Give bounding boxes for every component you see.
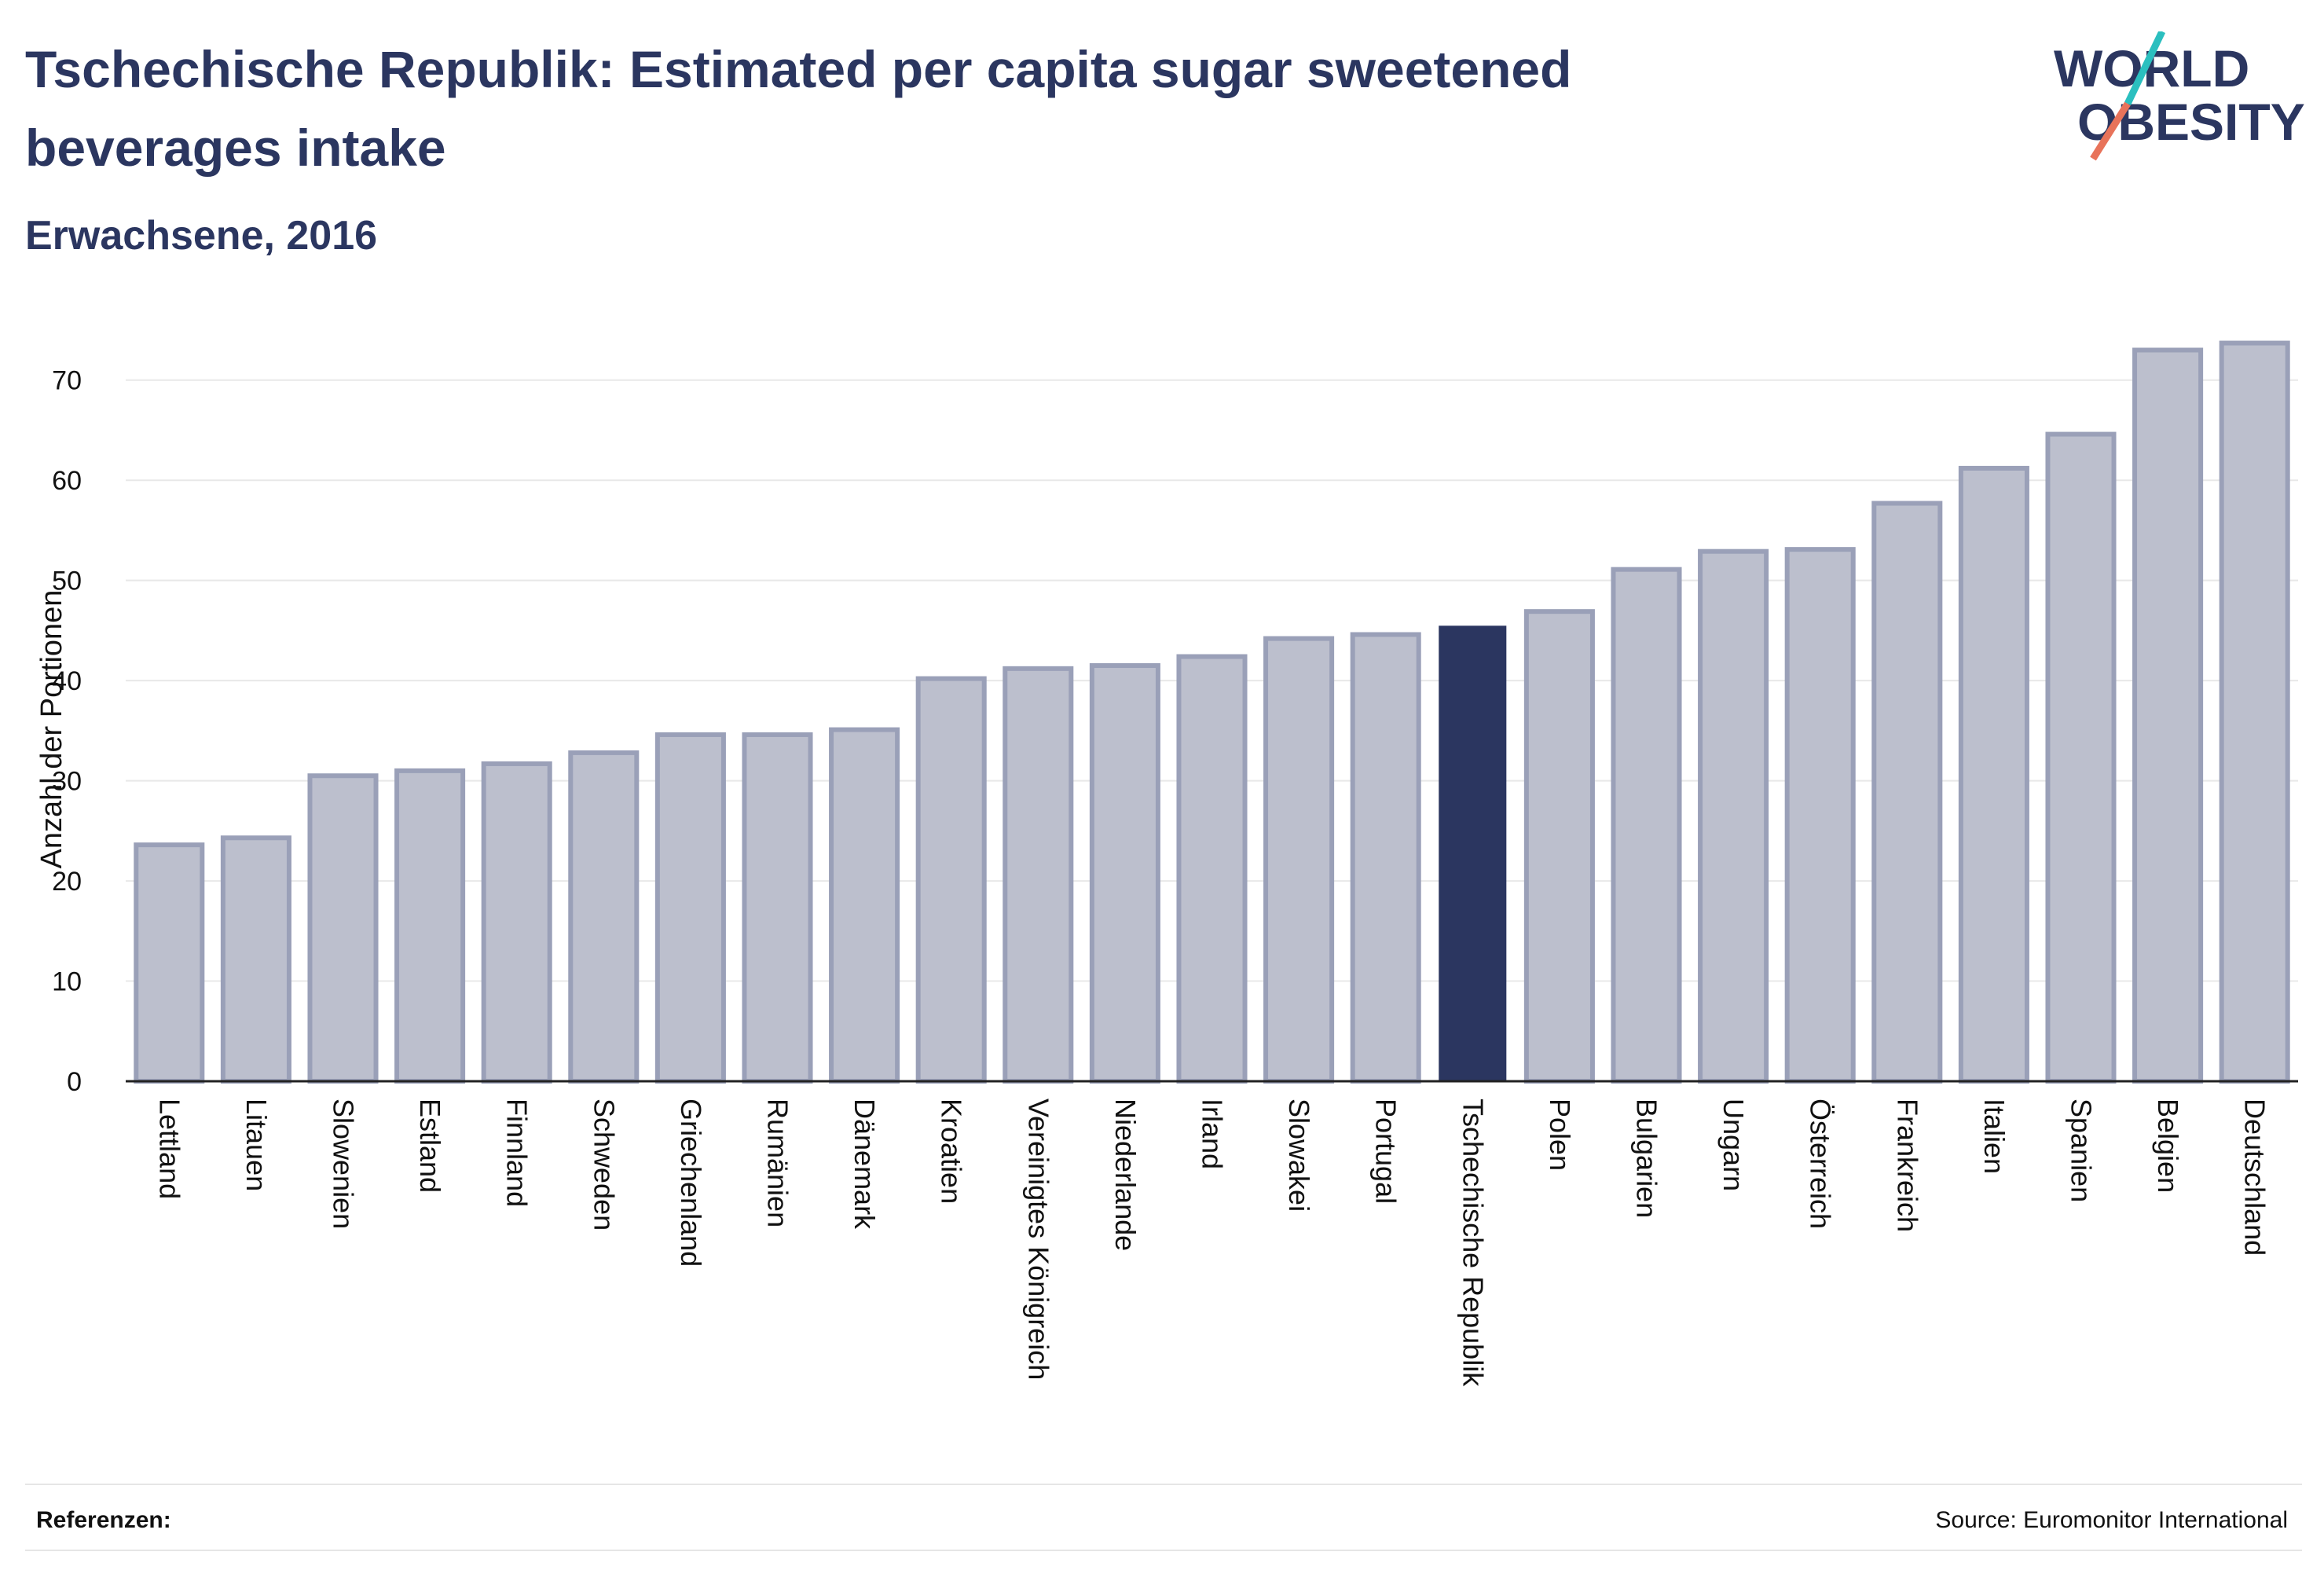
bar — [1089, 663, 1160, 1084]
x-tick-label: Spanien — [2066, 1099, 2098, 1202]
bar — [2219, 340, 2290, 1084]
x-tick-label: Ungarn — [1717, 1099, 1750, 1191]
x-tick-label: Schweden — [588, 1099, 620, 1231]
y-tick-label: 30 — [52, 767, 82, 797]
bar — [1350, 632, 1421, 1084]
bar — [1871, 501, 1943, 1084]
chart-title: Tschechische Republik: Estimated per cap… — [25, 40, 1572, 177]
bar — [1176, 654, 1248, 1084]
y-tick-label: 60 — [52, 466, 82, 496]
x-tick-label: Kroatien — [936, 1099, 968, 1204]
y-tick-label: 40 — [52, 666, 82, 696]
bar — [1958, 465, 2029, 1084]
footer-divider-bottom — [25, 1550, 2302, 1551]
x-tick-label: Dänemark — [849, 1099, 881, 1230]
y-tick-label: 10 — [52, 967, 82, 997]
bar — [1698, 548, 1769, 1084]
y-tick-label: 20 — [52, 867, 82, 897]
bar — [2132, 347, 2204, 1084]
bar — [1263, 636, 1335, 1084]
bar — [568, 750, 640, 1084]
x-tick-label: Griechenland — [675, 1099, 707, 1267]
footer-references: Referenzen: — [36, 1507, 171, 1533]
y-tick-label: 0 — [67, 1067, 82, 1097]
x-tick-label: Deutschland — [2239, 1099, 2271, 1256]
footer-divider-top — [25, 1484, 2302, 1485]
logo-slash-coral — [2090, 101, 2131, 161]
x-tick-label: Vereinigtes Königreich — [1022, 1099, 1054, 1380]
bar — [654, 732, 726, 1084]
x-tick-label: Italien — [1978, 1099, 2011, 1174]
x-tick-label: Österreich — [1805, 1099, 1837, 1229]
x-tick-label: Estland — [414, 1099, 446, 1193]
x-tick-label: Tschechische Republik — [1457, 1099, 1489, 1387]
x-tick-label: Niederlande — [1109, 1099, 1142, 1251]
chart-subtitle: Erwachsene, 2016 — [25, 213, 378, 259]
x-tick-label: Slowakei — [1283, 1099, 1315, 1212]
x-tick-label: Portugal — [1370, 1099, 1402, 1204]
bar — [394, 768, 466, 1084]
x-tick-label: Litauen — [240, 1099, 273, 1191]
x-tick-label: Irland — [1197, 1099, 1229, 1169]
bar-highlighted — [1439, 625, 1507, 1082]
bar — [1523, 609, 1595, 1084]
x-tick-label: Polen — [1544, 1099, 1576, 1171]
bar — [1611, 567, 1682, 1084]
bar — [742, 732, 813, 1084]
bar — [220, 835, 291, 1084]
x-tick-label: Slowenien — [328, 1099, 360, 1229]
bar — [1003, 666, 1074, 1084]
x-tick-label: Rumänien — [762, 1099, 794, 1227]
bar — [829, 727, 900, 1084]
x-tick-label: Frankreich — [1891, 1099, 1923, 1232]
bar — [1784, 547, 1856, 1084]
bar — [2045, 431, 2117, 1084]
logo-slash-teal — [2124, 31, 2166, 105]
x-tick-label: Lettland — [153, 1099, 185, 1199]
x-tick-label: Belgien — [2152, 1099, 2184, 1193]
bar — [481, 761, 552, 1084]
y-tick-label: 50 — [52, 567, 82, 596]
y-tick-label: 70 — [52, 366, 82, 396]
world-obesity-logo: WORLD OBESITY — [2054, 31, 2305, 161]
y-axis-title: Anzahl der Portionen — [35, 590, 68, 869]
x-tick-label: Bulgarien — [1631, 1099, 1663, 1218]
x-tick-label: Finnland — [501, 1099, 533, 1207]
bar — [307, 773, 379, 1084]
bar — [134, 842, 205, 1084]
footer-source: Source: Euromonitor International — [1935, 1507, 2288, 1533]
bar — [915, 676, 987, 1084]
bar-chart: 0 10 20 30 40 50 60 70 Anzahl der Portionen Lettl… — [35, 340, 2298, 1387]
